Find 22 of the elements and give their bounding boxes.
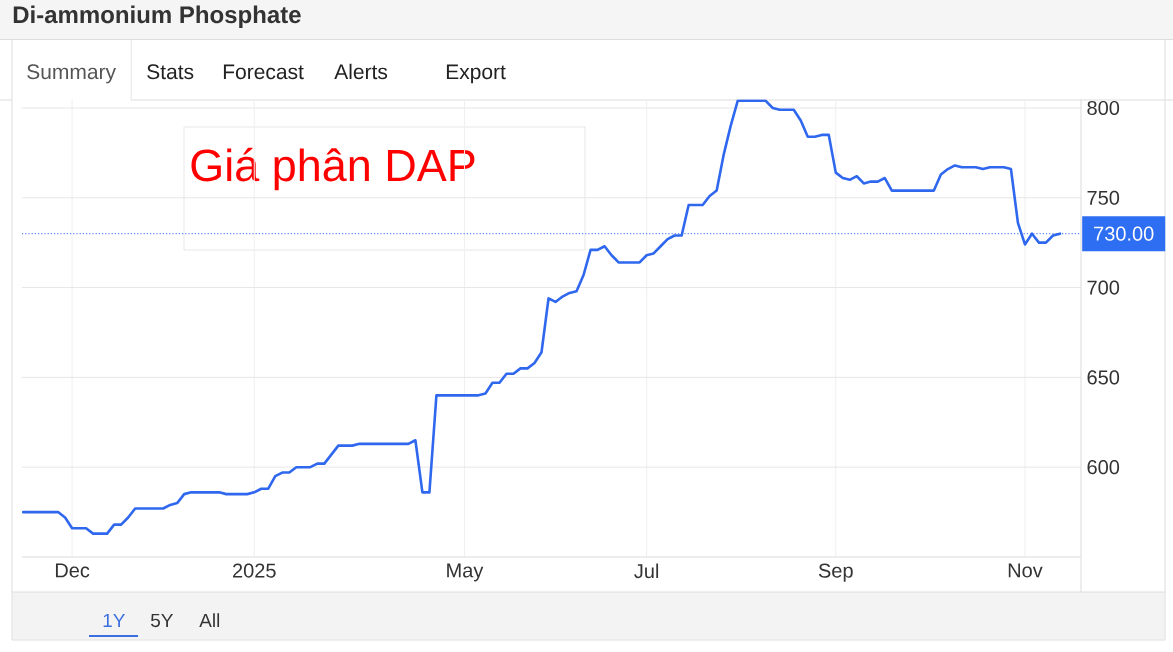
text: Summary (27, 64, 117, 84)
text: 5Y (150, 613, 174, 628)
text: Export (446, 64, 506, 84)
annotation: Giá phân DAP (191, 147, 475, 191)
y-tick-label: 800 (1087, 100, 1120, 116)
chart-title: Di-ammonium Phosphate (13, 5, 301, 28)
ref-line-label: 730.00 (1094, 226, 1154, 241)
y-tick-label: 600 (1087, 460, 1120, 475)
x-tick-label: Sep (818, 563, 853, 582)
x-tick-label: 2025 (233, 563, 276, 578)
text: Forecast (223, 64, 304, 80)
text: All (199, 613, 220, 627)
x-tick-label: May (447, 563, 484, 582)
x-tick-label: Jul (634, 563, 659, 579)
x-tick-label: Nov (1008, 563, 1043, 578)
y-tick-label: 700 (1087, 280, 1120, 295)
x-tick-label: Dec (55, 563, 90, 578)
y-tick-label: 650 (1087, 370, 1120, 385)
text: 1Y (103, 613, 126, 627)
text: Stats (147, 64, 194, 80)
text: Alerts (334, 63, 388, 80)
y-tick-label: 750 (1087, 190, 1120, 205)
